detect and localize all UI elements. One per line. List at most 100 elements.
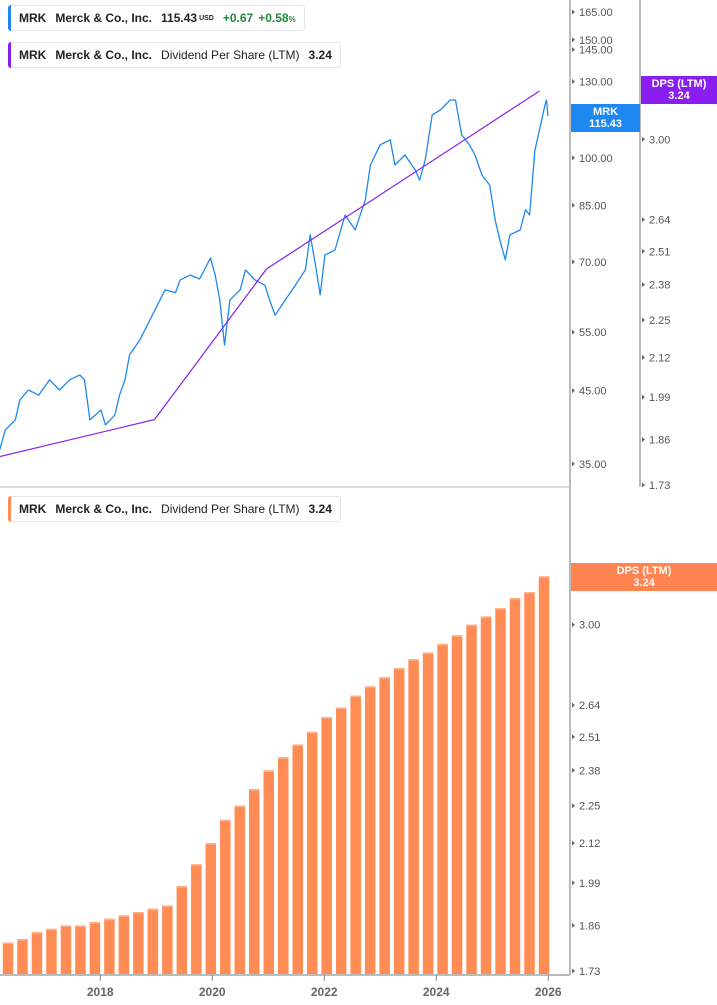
dps-tick-top: 2.12 [649,352,670,364]
legend-company: Merck & Co., Inc. [55,502,153,516]
dps-bar-cap [31,932,43,934]
dps-tag-bottom: DPS (LTM) 3.24 [571,563,717,591]
dps-bar [17,939,28,974]
dps-bar-cap [466,624,477,627]
dps-tick-top: 1.86 [649,434,670,446]
dps-tick-top: 2.51 [649,246,670,258]
dps-tick-top: 2.64 [649,215,670,227]
dps-tick-bottom-mark [572,968,575,974]
dps-bar [89,922,101,974]
dps-tick-bottom: 3.00 [579,620,600,632]
dps-bar [46,928,57,974]
price-tick-mark [572,329,575,335]
price-tick: 150.00 [579,35,613,47]
dps-tick-top-mark [642,136,645,142]
dps-tick-top-mark [642,394,645,400]
dps-bar-cap [249,789,260,791]
dps-bar-cap [147,908,159,911]
dps-bar-cap [162,905,173,907]
dps-tick-top-mark [642,482,645,488]
dps-bar-cap [408,659,419,661]
dps-tick-top: 1.99 [649,392,670,404]
dps-bar [524,592,535,974]
dps-bar-cap [205,843,217,845]
dps-bar [335,707,347,974]
dps-tick-bottom-mark [572,702,575,708]
price-legend[interactable]: MRK Merck & Co., Inc. 115.43 USD +0.67 +… [8,5,305,31]
dps-bar-cap [451,635,463,637]
price-tick: 70.00 [579,257,607,269]
dps-tick-bottom-mark [572,922,575,928]
dps-bar [364,686,376,974]
dps-tick-top-mark [642,282,645,288]
dps-bar-cap [335,707,347,710]
dps-bar-cap [350,695,361,698]
price-tick: 35.00 [579,459,607,471]
dps-tick-top: 2.38 [649,280,670,292]
dps-legend-bottom[interactable]: MRK Merck & Co., Inc. Dividend Per Share… [7,496,341,522]
x-tick-label: 2020 [199,985,226,999]
price-tick-mark [572,78,575,84]
dps-bar [205,843,217,974]
dps-tick-top: 2.25 [649,315,670,327]
dps-bar-cap [46,928,57,931]
dps-tick-bottom-mark [572,734,575,740]
dps-bar-cap [364,686,376,688]
dps-bar [393,668,405,974]
price-tick: 130.00 [579,76,613,88]
dps-bar [191,864,202,974]
legend-company: Merck & Co., Inc. [55,11,153,25]
dps-tick-top-mark [642,436,645,442]
dps-tick-bottom: 2.25 [579,801,600,813]
price-tick-mark [572,155,575,161]
legend-value: 3.24 [308,48,332,62]
dps-bar [249,789,260,974]
dps-bar-cap [2,942,14,945]
legend-ticker: MRK [19,11,47,25]
dps-bar-cap [104,918,115,921]
legend-ticker: MRK [19,48,47,62]
price-tag: MRK 115.43 [571,104,640,132]
price-tick-mark [572,37,575,43]
legend-currency: USD [199,14,214,22]
dps-bar-cap [176,886,188,888]
dps-bar [466,624,477,974]
dps-bar-cap [277,757,289,759]
dps-tick-bottom-mark [572,767,575,773]
dps-bar [379,677,390,974]
price-tick: 145.00 [579,45,613,57]
dps-bar-cap [60,925,72,927]
dps-legend-top[interactable]: MRK Merck & Co., Inc. Dividend Per Share… [7,42,341,68]
dps-tick-bottom: 2.51 [579,732,600,744]
dps-bar [437,643,448,974]
dps-bar [292,744,303,974]
dps-bar [480,616,492,974]
legend-ticker: MRK [19,502,47,516]
dps-bar [75,925,86,974]
price-line [0,99,549,451]
dps-bar-cap [292,744,303,746]
price-tick-mark [572,9,575,15]
dps-bar [147,908,159,974]
legend-metric: Dividend Per Share (LTM) [161,502,300,516]
dps-line [0,90,540,458]
dps-bar-cap [379,677,390,679]
dps-bar [306,731,318,974]
x-tick-label: 2024 [423,985,450,999]
legend-price: 115.43 [161,11,198,25]
dps-tick-top: 3.00 [649,134,670,146]
price-tick-mark [572,202,575,208]
legend-value: 3.24 [308,502,332,516]
dps-bar-cap [509,598,521,600]
dps-bar [133,912,144,974]
dps-bar-cap [75,925,86,927]
dps-bar [234,805,246,974]
dps-bar-cap [89,922,101,924]
dps-bar-cap [191,864,202,866]
x-tick-label: 2018 [87,985,114,999]
dps-bar-cap [437,643,448,646]
legend-metric: Dividend Per Share (LTM) [161,48,300,62]
dps-bar [538,576,550,974]
dps-bar-cap [263,770,275,772]
